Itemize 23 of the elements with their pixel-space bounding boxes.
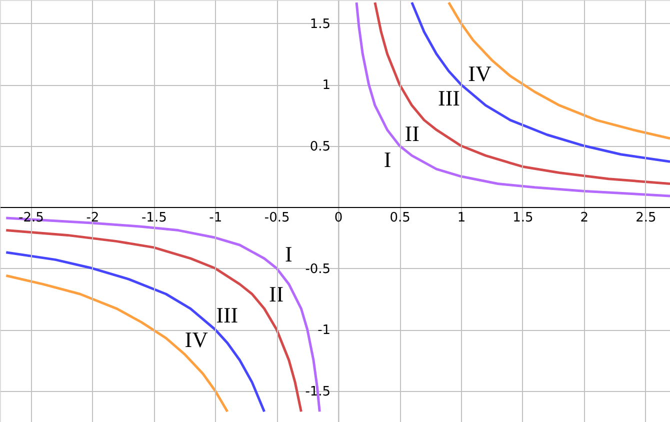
- annotation: II: [404, 121, 420, 146]
- annotation: III: [216, 302, 238, 328]
- y-tick-label: -0.5: [305, 262, 331, 277]
- y-tick-label: -1: [318, 323, 331, 338]
- annotation: IV: [184, 327, 208, 352]
- annotation: III: [438, 86, 460, 111]
- x-tick-label: 2: [580, 210, 589, 226]
- x-tick-label: 0.5: [390, 210, 410, 226]
- x-tick-label: 2.5: [636, 210, 656, 226]
- annotation: II: [268, 282, 284, 307]
- x-tick-label: 1.5: [512, 210, 534, 226]
- x-tick-label: -2: [86, 210, 100, 226]
- y-tick-label: 1: [322, 78, 331, 94]
- annotation: IV: [468, 61, 492, 86]
- x-tick-label: -0.5: [264, 210, 290, 226]
- y-tick-label: 1.5: [310, 16, 331, 32]
- x-tick-label: -1: [209, 210, 222, 226]
- x-tick-label: -1.5: [141, 210, 167, 226]
- y-tick-label: 0.5: [310, 139, 331, 154]
- x-tick-label: 0: [334, 210, 343, 226]
- annotation: I: [284, 241, 292, 266]
- annotation: I: [384, 146, 392, 172]
- x-tick-label: 1: [457, 210, 466, 226]
